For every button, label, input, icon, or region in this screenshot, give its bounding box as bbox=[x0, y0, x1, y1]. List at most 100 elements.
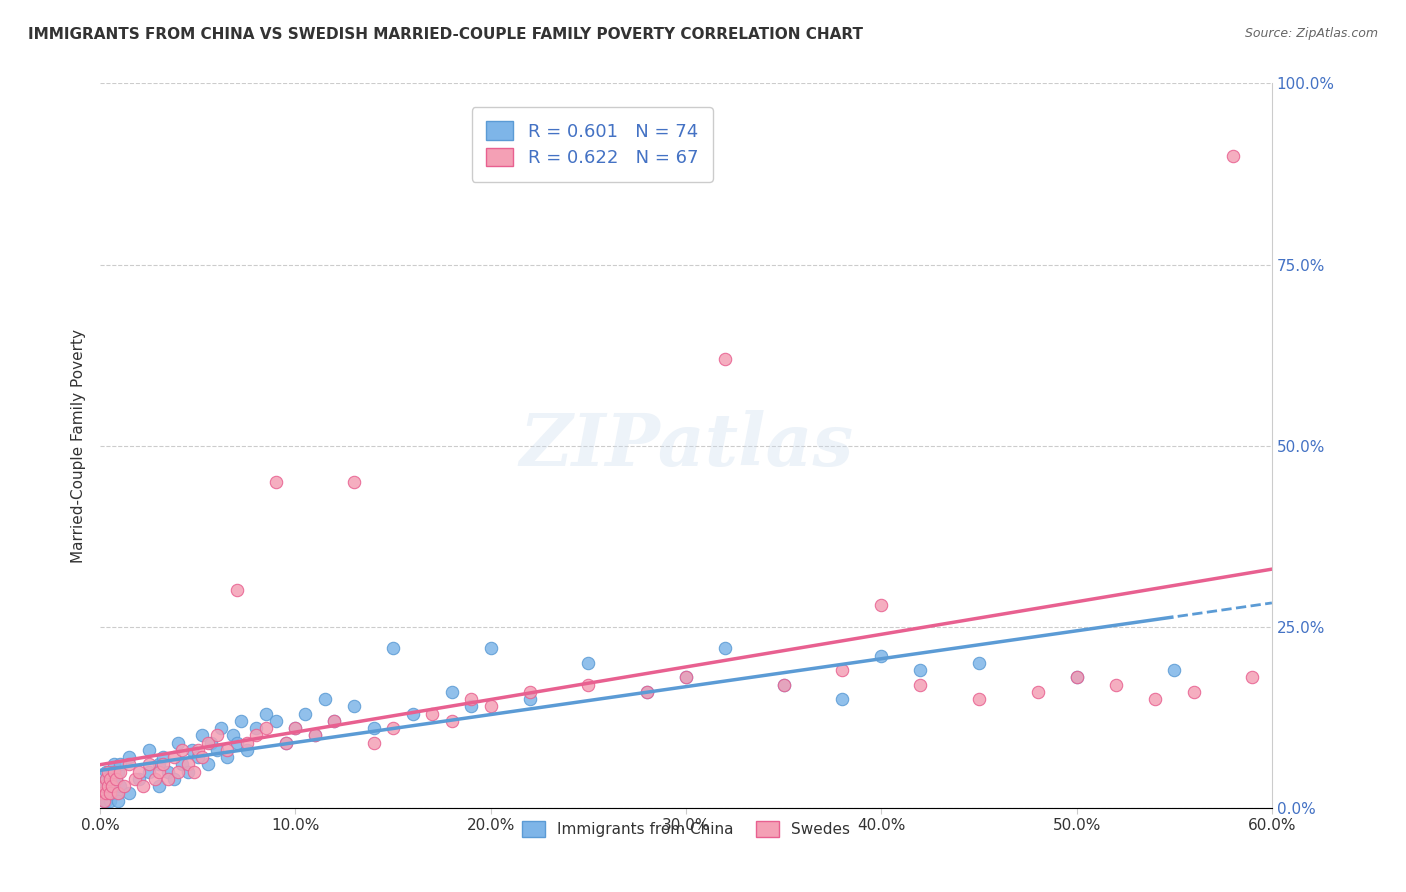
Point bbox=[197, 757, 219, 772]
Point bbox=[284, 721, 307, 735]
Point bbox=[910, 678, 932, 692]
Point bbox=[91, 786, 114, 800]
Point bbox=[1026, 685, 1049, 699]
Point bbox=[172, 743, 194, 757]
Point bbox=[870, 648, 893, 663]
Point bbox=[1163, 663, 1185, 677]
Point bbox=[143, 772, 166, 786]
Point bbox=[1143, 692, 1166, 706]
Point bbox=[97, 779, 120, 793]
Point bbox=[177, 764, 200, 779]
Point bbox=[217, 743, 239, 757]
Point bbox=[97, 779, 120, 793]
Text: IMMIGRANTS FROM CHINA VS SWEDISH MARRIED-COUPLE FAMILY POVERTY CORRELATION CHART: IMMIGRANTS FROM CHINA VS SWEDISH MARRIED… bbox=[28, 27, 863, 42]
Point bbox=[1182, 685, 1205, 699]
Point bbox=[93, 793, 115, 807]
Point bbox=[254, 706, 277, 721]
Point bbox=[148, 779, 170, 793]
Point bbox=[183, 764, 205, 779]
Point bbox=[94, 764, 117, 779]
Point bbox=[304, 728, 326, 742]
Point bbox=[103, 764, 125, 779]
Y-axis label: Married-Couple Family Poverty: Married-Couple Family Poverty bbox=[72, 328, 86, 563]
Point bbox=[94, 772, 117, 786]
Point bbox=[274, 735, 297, 749]
Point bbox=[138, 743, 160, 757]
Point bbox=[831, 663, 853, 677]
Point bbox=[479, 699, 502, 714]
Point bbox=[93, 779, 115, 793]
Point bbox=[190, 750, 212, 764]
Point bbox=[163, 772, 186, 786]
Point bbox=[314, 692, 336, 706]
Point bbox=[197, 735, 219, 749]
Point bbox=[1066, 670, 1088, 684]
Point bbox=[675, 670, 697, 684]
Point bbox=[440, 685, 463, 699]
Point bbox=[98, 772, 121, 786]
Point bbox=[93, 779, 115, 793]
Point bbox=[967, 692, 990, 706]
Point bbox=[772, 678, 794, 692]
Point bbox=[343, 475, 366, 489]
Point bbox=[108, 764, 131, 779]
Point bbox=[254, 721, 277, 735]
Point bbox=[108, 779, 131, 793]
Point bbox=[138, 757, 160, 772]
Point bbox=[225, 735, 247, 749]
Point bbox=[229, 714, 252, 728]
Point bbox=[101, 779, 124, 793]
Point bbox=[479, 641, 502, 656]
Point bbox=[636, 685, 658, 699]
Point bbox=[112, 779, 135, 793]
Point bbox=[967, 656, 990, 670]
Text: Source: ZipAtlas.com: Source: ZipAtlas.com bbox=[1244, 27, 1378, 40]
Point bbox=[118, 786, 141, 800]
Point bbox=[245, 728, 267, 742]
Point bbox=[163, 750, 186, 764]
Point bbox=[177, 757, 200, 772]
Point bbox=[108, 757, 131, 772]
Point bbox=[128, 772, 150, 786]
Point bbox=[1066, 670, 1088, 684]
Text: ZIPatlas: ZIPatlas bbox=[519, 410, 853, 481]
Point bbox=[245, 721, 267, 735]
Point bbox=[98, 772, 121, 786]
Point bbox=[128, 764, 150, 779]
Point bbox=[207, 743, 229, 757]
Point bbox=[440, 714, 463, 728]
Point bbox=[187, 743, 209, 757]
Point bbox=[94, 772, 117, 786]
Point bbox=[107, 793, 129, 807]
Point bbox=[343, 699, 366, 714]
Point bbox=[152, 750, 174, 764]
Point bbox=[167, 735, 190, 749]
Point bbox=[138, 764, 160, 779]
Point bbox=[636, 685, 658, 699]
Point bbox=[363, 721, 385, 735]
Point bbox=[107, 786, 129, 800]
Point bbox=[98, 786, 121, 800]
Point bbox=[323, 714, 346, 728]
Point bbox=[576, 678, 599, 692]
Point bbox=[148, 757, 170, 772]
Point bbox=[519, 685, 541, 699]
Point bbox=[382, 721, 405, 735]
Point bbox=[217, 750, 239, 764]
Point bbox=[107, 764, 129, 779]
Point bbox=[104, 772, 127, 786]
Point bbox=[118, 757, 141, 772]
Legend: Immigrants from China, Swedes: Immigrants from China, Swedes bbox=[516, 815, 856, 844]
Point bbox=[910, 663, 932, 677]
Point bbox=[225, 583, 247, 598]
Point bbox=[103, 779, 125, 793]
Point bbox=[235, 743, 257, 757]
Point bbox=[772, 678, 794, 692]
Point bbox=[97, 764, 120, 779]
Point bbox=[91, 786, 114, 800]
Point bbox=[103, 757, 125, 772]
Point bbox=[94, 793, 117, 807]
Point bbox=[93, 793, 115, 807]
Point bbox=[401, 706, 423, 721]
Point bbox=[118, 750, 141, 764]
